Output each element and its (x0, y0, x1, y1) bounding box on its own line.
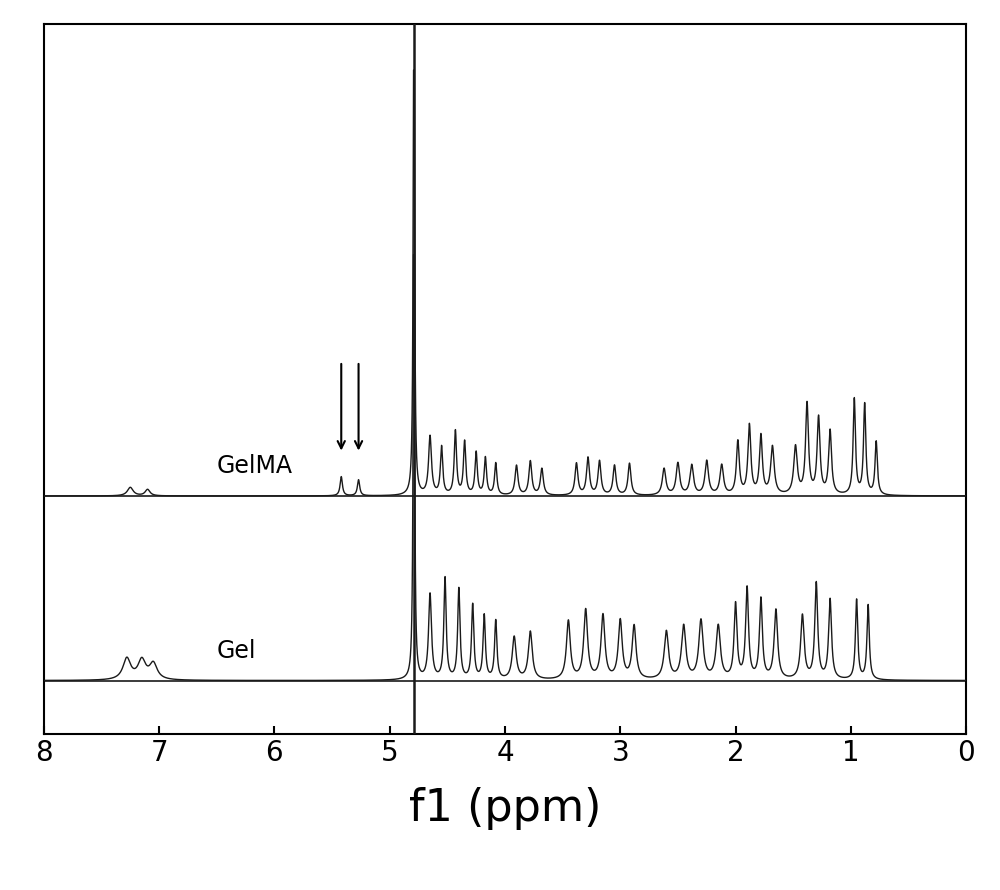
Text: Gel: Gel (217, 639, 256, 663)
X-axis label: f1 (ppm): f1 (ppm) (409, 788, 601, 830)
Text: GelMA: GelMA (217, 454, 293, 478)
